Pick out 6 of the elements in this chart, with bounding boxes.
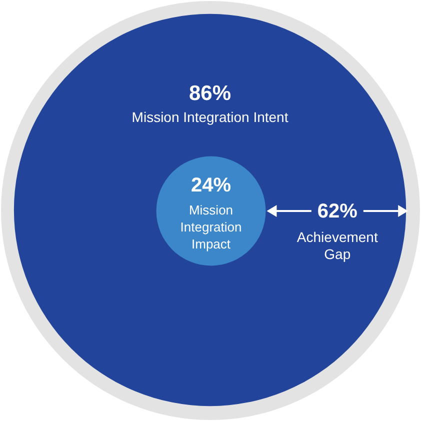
data-label: 62% bbox=[317, 200, 358, 223]
data-label: 86% bbox=[188, 82, 232, 105]
category-label: Mission Integration Impact bbox=[180, 202, 242, 252]
category-label: Achievement Gap bbox=[296, 228, 378, 262]
category-label: Mission Integration Intent bbox=[132, 108, 288, 125]
data-label: 24% bbox=[190, 174, 232, 197]
